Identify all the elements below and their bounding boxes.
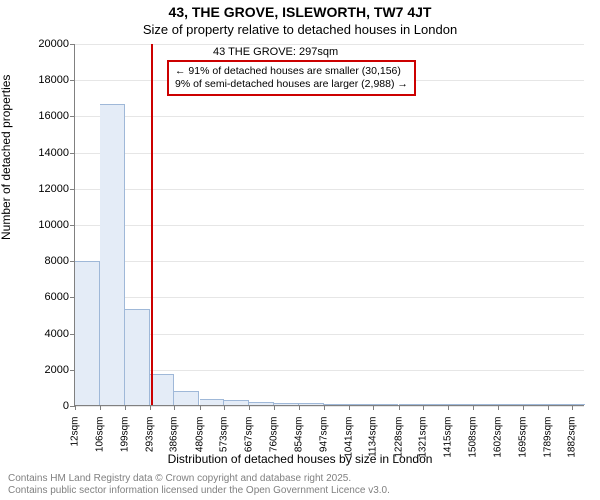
chart-title-main: 43, THE GROVE, ISLEWORTH, TW7 4JT bbox=[0, 4, 600, 20]
x-tick-label: 667sqm bbox=[244, 413, 255, 453]
reference-line bbox=[151, 44, 153, 405]
x-tick-label: 1602sqm bbox=[493, 413, 504, 458]
x-tick-label: 1321sqm bbox=[418, 413, 429, 458]
x-tick-mark bbox=[274, 405, 275, 410]
y-tick-label: 18000 bbox=[38, 74, 75, 86]
footer-attribution-2: Contains public sector information licen… bbox=[8, 485, 390, 496]
histogram-bar bbox=[75, 261, 100, 405]
histogram-bar bbox=[249, 402, 274, 405]
y-tick-label: 14000 bbox=[38, 147, 75, 159]
annotation-line-2: 9% of semi-detached houses are larger (2… bbox=[175, 78, 408, 91]
x-tick-label: 199sqm bbox=[119, 413, 130, 453]
x-tick-mark bbox=[200, 405, 201, 410]
x-tick-label: 12sqm bbox=[70, 413, 81, 447]
x-tick-label: 854sqm bbox=[294, 413, 305, 453]
x-tick-mark bbox=[75, 405, 76, 410]
gridline bbox=[75, 406, 584, 407]
x-tick-label: 947sqm bbox=[318, 413, 329, 453]
chart-title-sub: Size of property relative to detached ho… bbox=[0, 22, 600, 37]
histogram-bar bbox=[548, 404, 573, 405]
histogram-bar bbox=[125, 309, 150, 405]
x-tick-label: 386sqm bbox=[169, 413, 180, 453]
x-tick-mark bbox=[174, 405, 175, 410]
x-tick-mark bbox=[150, 405, 151, 410]
annotation-box: ← 91% of detached houses are smaller (30… bbox=[167, 60, 416, 96]
annotation-line-1: ← 91% of detached houses are smaller (30… bbox=[175, 65, 408, 78]
x-tick-label: 1415sqm bbox=[443, 413, 454, 458]
x-tick-mark bbox=[572, 405, 573, 410]
x-tick-mark bbox=[423, 405, 424, 410]
y-tick-label: 16000 bbox=[38, 110, 75, 122]
x-tick-label: 1041sqm bbox=[343, 413, 354, 458]
histogram-bar bbox=[150, 374, 175, 405]
x-tick-mark bbox=[399, 405, 400, 410]
x-tick-label: 1228sqm bbox=[393, 413, 404, 458]
x-tick-mark bbox=[125, 405, 126, 410]
y-tick-label: 10000 bbox=[38, 219, 75, 231]
x-tick-mark bbox=[249, 405, 250, 410]
histogram-bar bbox=[299, 403, 324, 405]
x-axis-label: Distribution of detached houses by size … bbox=[0, 452, 600, 466]
histogram-bar bbox=[572, 404, 585, 405]
x-tick-mark bbox=[473, 405, 474, 410]
x-tick-label: 293sqm bbox=[144, 413, 155, 453]
footer-attribution-1: Contains HM Land Registry data © Crown c… bbox=[8, 473, 351, 484]
y-tick-label: 0 bbox=[63, 400, 75, 412]
x-tick-mark bbox=[349, 405, 350, 410]
x-tick-mark bbox=[523, 405, 524, 410]
histogram-bar bbox=[100, 104, 125, 405]
y-tick-label: 4000 bbox=[45, 328, 75, 340]
annotation-title: 43 THE GROVE: 297sqm bbox=[213, 46, 338, 58]
x-tick-label: 1508sqm bbox=[467, 413, 478, 458]
y-tick-label: 8000 bbox=[45, 255, 75, 267]
histogram-bar bbox=[224, 400, 249, 405]
x-tick-label: 1789sqm bbox=[542, 413, 553, 458]
x-tick-mark bbox=[299, 405, 300, 410]
x-tick-label: 573sqm bbox=[219, 413, 230, 453]
x-tick-label: 1695sqm bbox=[517, 413, 528, 458]
chart-container: 43, THE GROVE, ISLEWORTH, TW7 4JT Size o… bbox=[0, 0, 600, 500]
histogram-bar bbox=[373, 404, 398, 405]
plot-area: 0200040006000800010000120001400016000180… bbox=[74, 44, 584, 406]
x-tick-label: 1882sqm bbox=[567, 413, 578, 458]
x-tick-label: 106sqm bbox=[95, 413, 106, 453]
histogram-bar bbox=[399, 404, 424, 405]
x-tick-mark bbox=[498, 405, 499, 410]
y-tick-label: 2000 bbox=[45, 364, 75, 376]
x-tick-mark bbox=[448, 405, 449, 410]
y-tick-label: 6000 bbox=[45, 291, 75, 303]
x-tick-mark bbox=[324, 405, 325, 410]
histogram-bar bbox=[448, 404, 473, 405]
histogram-bar bbox=[174, 391, 199, 405]
x-tick-label: 1134sqm bbox=[368, 413, 379, 457]
y-tick-label: 20000 bbox=[38, 38, 75, 50]
histogram-bar bbox=[324, 404, 349, 405]
x-tick-mark bbox=[548, 405, 549, 410]
histogram-bar bbox=[473, 404, 498, 405]
histogram-bar bbox=[423, 404, 448, 405]
x-tick-label: 760sqm bbox=[268, 413, 279, 453]
histogram-bar bbox=[523, 404, 548, 405]
y-tick-label: 12000 bbox=[38, 183, 75, 195]
x-tick-mark bbox=[224, 405, 225, 410]
histogram-bar bbox=[349, 404, 374, 405]
x-tick-label: 480sqm bbox=[194, 413, 205, 453]
histogram-bar bbox=[200, 399, 225, 405]
x-tick-mark bbox=[100, 405, 101, 410]
y-axis-label: Number of detached properties bbox=[0, 75, 13, 240]
histogram-bar bbox=[274, 403, 299, 405]
x-tick-mark bbox=[373, 405, 374, 410]
histogram-bar bbox=[498, 404, 523, 405]
